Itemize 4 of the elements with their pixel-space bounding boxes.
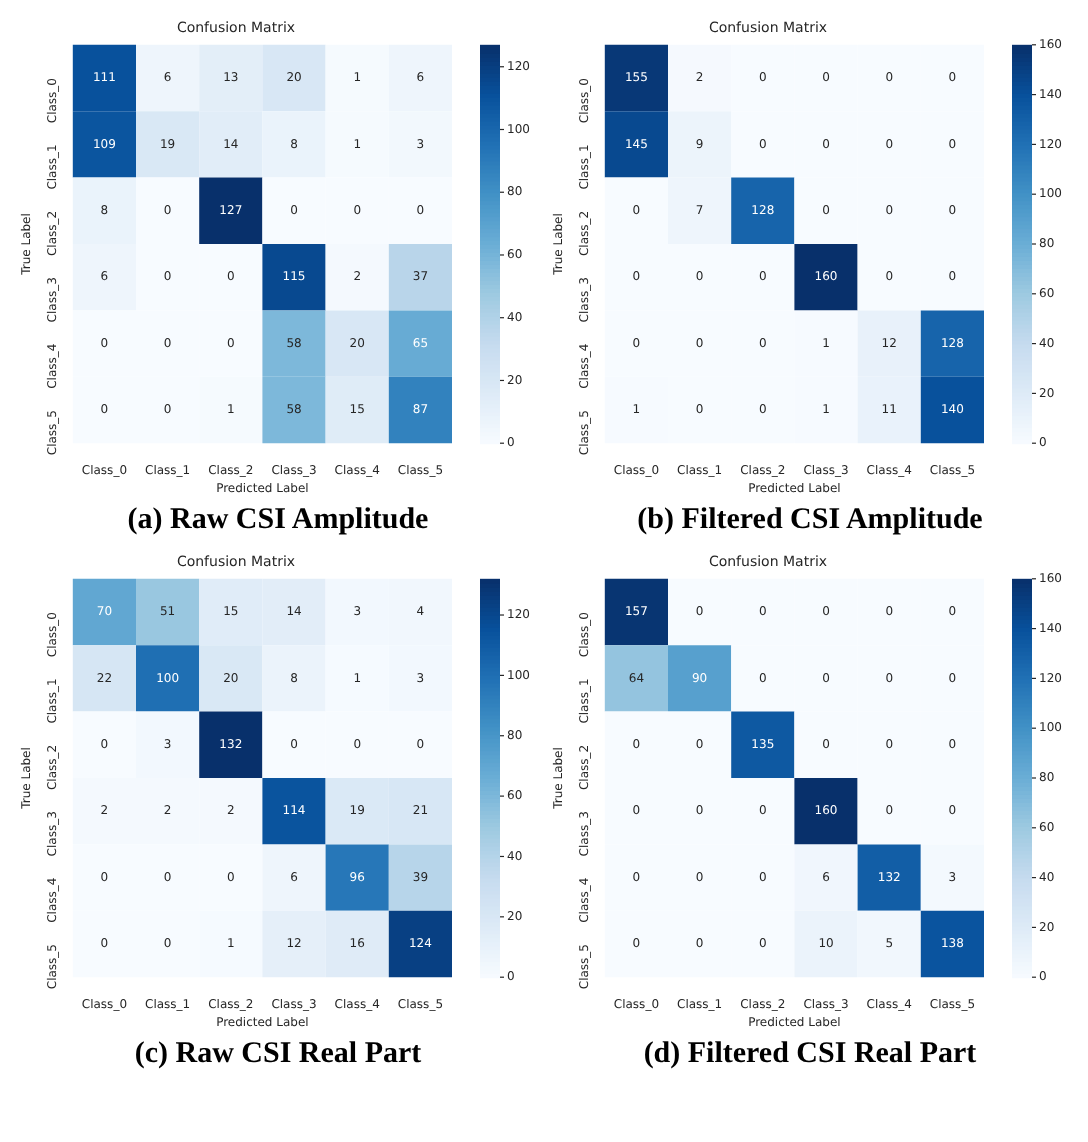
text: (a) Raw CSI Amplitude (125, 504, 431, 538)
text: (c) Raw CSI Real Part (132, 1038, 424, 1072)
text: (b) Filtered CSI Amplitude (635, 504, 985, 538)
text: (d) Filtered CSI Real Part (641, 1038, 979, 1072)
